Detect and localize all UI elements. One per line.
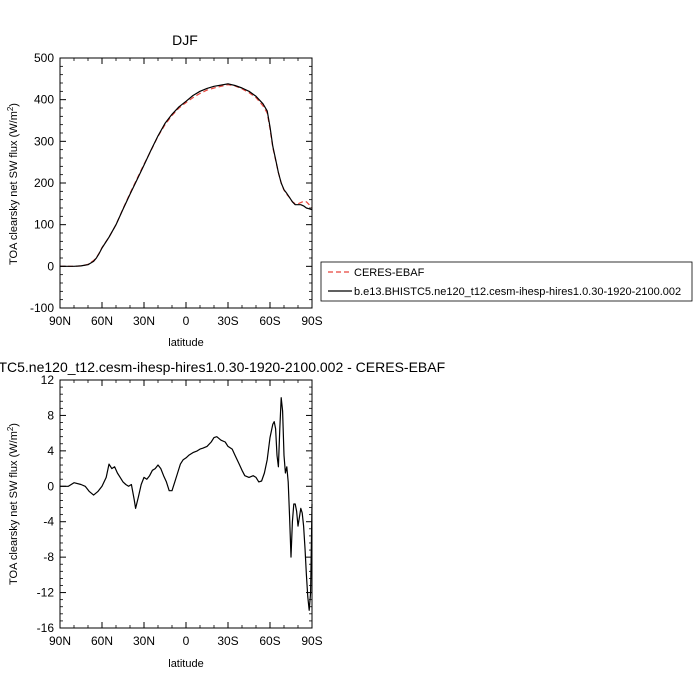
top-y-label-superscript: 2 xyxy=(6,106,15,111)
x-tick-label: 90N xyxy=(49,314,71,328)
bottom-y-axis-label: TOA clearsky net SW flux (W/m2) xyxy=(6,423,20,585)
y-tick-label: 200 xyxy=(34,176,54,190)
y-tick-label: -8 xyxy=(43,550,54,564)
x-tick-label: 30N xyxy=(133,634,155,648)
y-tick-label: -12 xyxy=(37,586,55,600)
x-tick-label: 60S xyxy=(259,314,280,328)
series-line-0-1 xyxy=(60,83,313,267)
y-tick-label: 500 xyxy=(34,51,54,65)
x-tick-label: 60N xyxy=(91,634,113,648)
top-y-axis-label: TOA clearsky net SW flux (W/m2) xyxy=(6,103,20,265)
y-tick-label: 400 xyxy=(34,93,54,107)
y-tick-label: 4 xyxy=(47,444,54,458)
x-tick-label: 30S xyxy=(217,314,238,328)
bottom-x-axis-label: latitude xyxy=(168,658,203,670)
bottom-plot-area: -16 -12 -8 -4 0 4 8 12 90N 60N 30N 0 30S 60S 90S xyxy=(37,373,323,648)
y-tick-label: 100 xyxy=(34,218,54,232)
series-line-0-0 xyxy=(60,84,313,267)
x-tick-label: 60N xyxy=(91,314,113,328)
top-chart-title: DJF xyxy=(172,32,198,48)
y-tick-label: -16 xyxy=(37,621,55,635)
series-line-1-0 xyxy=(60,397,313,611)
x-tick-label: 30N xyxy=(133,314,155,328)
top-y-label-main: TOA clearsky net SW flux (W/m xyxy=(8,111,20,265)
bottom-x-axis: 90N 60N 30N 0 30S 60S 90S xyxy=(49,380,323,648)
bottom-y-label-end: ) xyxy=(8,423,20,427)
y-tick-label: 0 xyxy=(47,259,54,273)
top-x-axis: 90N 60N 30N 0 30S 60S 90S xyxy=(49,58,323,328)
top-x-axis-label: latitude xyxy=(168,337,203,349)
legend-label-model: b.e13.BHISTC5.ne120_t12.cesm-ihesp-hires… xyxy=(354,286,681,298)
bottom-y-axis: -16 -12 -8 -4 0 4 8 12 xyxy=(37,373,312,635)
bottom-plot-frame xyxy=(59,379,313,629)
bottom-series-group xyxy=(60,397,313,611)
y-tick-label: 300 xyxy=(34,134,54,148)
x-tick-label: 90S xyxy=(301,634,322,648)
x-tick-label: 0 xyxy=(183,634,190,648)
top-plot-frame xyxy=(59,57,313,309)
y-tick-label: -100 xyxy=(30,301,54,315)
y-tick-label: 0 xyxy=(47,479,54,493)
x-tick-label: 0 xyxy=(183,314,190,328)
legend-label-ceres: CERES-EBAF xyxy=(354,267,425,279)
x-tick-label: 90N xyxy=(49,634,71,648)
legend: CERES-EBAF b.e13.BHISTC5.ne120_t12.cesm-… xyxy=(320,261,693,302)
bottom-panel: b.e13.BHISTC5.ne120_t12.cesm-ihesp-hires… xyxy=(0,359,445,670)
top-plot-area: -100 0 100 200 300 400 500 90N 60N 30N 0 30S 60S 90S xyxy=(30,51,323,328)
bottom-y-label-main: TOA clearsky net SW flux (W/m xyxy=(8,431,20,585)
bottom-y-label-superscript: 2 xyxy=(6,426,15,431)
top-y-axis: -100 0 100 200 300 400 500 xyxy=(30,51,312,315)
x-tick-label: 60S xyxy=(259,634,280,648)
y-tick-label: 12 xyxy=(41,373,55,387)
bottom-chart-title: b.e13.BHISTC5.ne120_t12.cesm-ihesp-hires… xyxy=(0,359,445,375)
x-tick-label: 30S xyxy=(217,634,238,648)
top-series-group xyxy=(60,83,313,267)
top-panel: DJF -100 0 100 200 300 400 500 90N 60N 30N 0 30S 60… xyxy=(6,32,693,349)
legend-box xyxy=(320,261,693,302)
y-tick-label: -4 xyxy=(43,515,54,529)
y-tick-label: 8 xyxy=(47,408,54,422)
x-tick-label: 90S xyxy=(301,314,322,328)
top-y-label-end: ) xyxy=(8,103,20,107)
